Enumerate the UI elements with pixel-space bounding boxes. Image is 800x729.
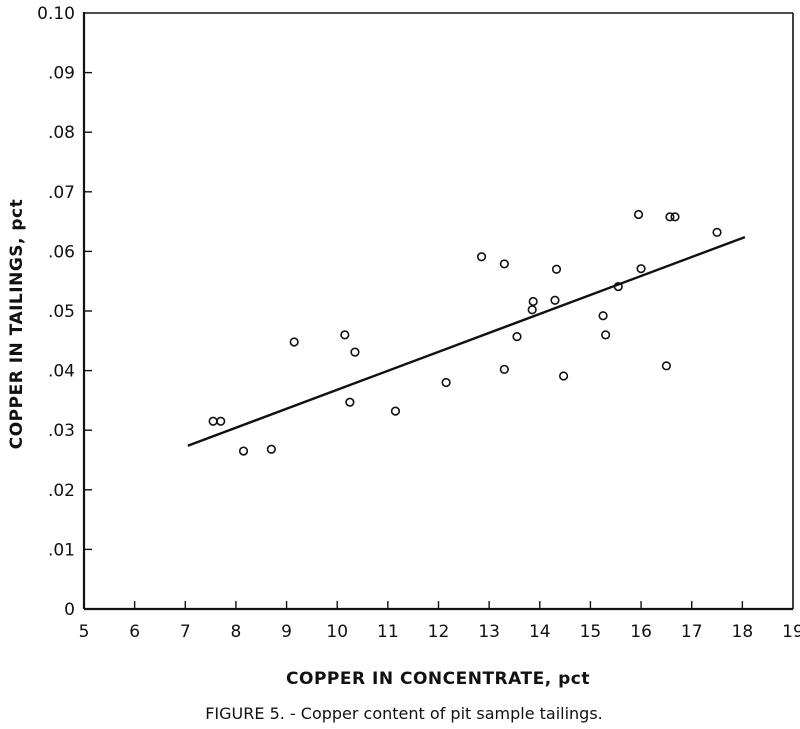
y-tick-label: .05 (48, 302, 75, 322)
x-tick-label: 16 (630, 622, 652, 642)
x-tick-label: 18 (732, 622, 754, 642)
data-point (216, 416, 226, 426)
y-axis-ticks: 0 .01 .02 .03 .04 .05 .06 .07 .08 .09 0.10 (37, 4, 92, 620)
data-point (712, 227, 722, 237)
x-tick-label: 17 (681, 622, 703, 642)
data-points (208, 209, 722, 456)
data-point (441, 377, 451, 388)
data-point (208, 416, 218, 426)
data-point (528, 296, 538, 307)
data-point (550, 295, 560, 305)
data-point (289, 337, 299, 347)
data-point (476, 252, 487, 262)
data-point (670, 212, 680, 222)
x-tick-label: 7 (180, 622, 191, 642)
data-point (558, 371, 569, 381)
x-tick-label: 15 (580, 622, 602, 642)
y-tick-label: .03 (48, 421, 75, 441)
x-tick-label: 8 (231, 622, 242, 642)
x-tick-label: 13 (478, 622, 500, 642)
data-point (345, 397, 355, 407)
y-tick-label: .02 (48, 481, 75, 501)
plot-frame (82, 12, 794, 611)
x-axis-ticks: 5 6 7 8 9 10 11 12 13 14 15 16 17 18 19 (79, 601, 800, 642)
data-point (499, 259, 509, 269)
data-point (266, 444, 276, 454)
data-point (661, 361, 671, 371)
x-tick-label: 11 (377, 622, 399, 642)
data-point (512, 332, 522, 342)
trendline (187, 235, 746, 447)
y-axis-title: COPPER IN TAILINGS, pct (7, 199, 27, 450)
trendline-layer (187, 235, 746, 447)
y-tick-label: .06 (48, 242, 75, 262)
x-tick-label: 14 (529, 622, 551, 642)
x-tick-label: 9 (281, 622, 292, 642)
y-tick-label: .07 (48, 183, 75, 203)
y-tick-label: .01 (48, 540, 75, 560)
x-tick-label: 19 (782, 622, 800, 642)
data-point (527, 305, 537, 315)
y-tick-label: .08 (48, 123, 75, 143)
y-tick-label: .09 (48, 64, 75, 84)
data-point (601, 330, 611, 340)
data-point (598, 311, 608, 321)
y-tick-label: 0 (64, 600, 75, 620)
data-point (390, 406, 401, 416)
data-point (665, 212, 675, 222)
data-point (633, 209, 644, 220)
figure-caption: FIGURE 5. - Copper content of pit sample… (205, 704, 603, 723)
data-point (551, 264, 562, 274)
x-axis-title: COPPER IN CONCENTRATE, pct (286, 669, 590, 689)
x-tick-label: 12 (428, 622, 450, 642)
data-point (350, 347, 360, 357)
data-point (340, 330, 350, 340)
x-tick-label: 5 (79, 622, 90, 642)
data-point (499, 364, 509, 375)
data-point (613, 281, 623, 292)
x-tick-label: 6 (129, 622, 140, 642)
y-tick-label: .04 (48, 362, 75, 382)
y-tick-label: 0.10 (37, 4, 75, 24)
x-tick-label: 10 (326, 622, 348, 642)
data-point (238, 446, 249, 456)
data-point (636, 264, 646, 274)
